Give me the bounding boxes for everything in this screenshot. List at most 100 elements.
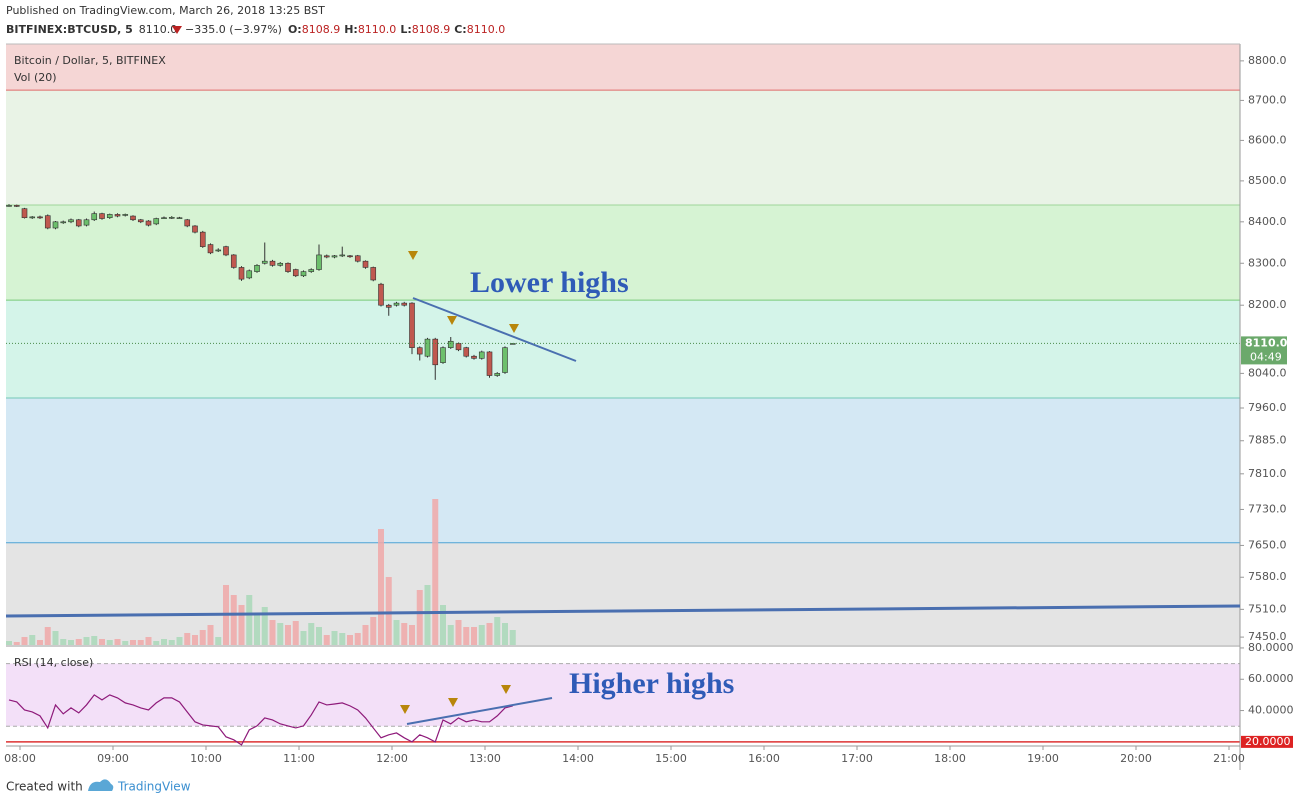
volume-bar (269, 620, 276, 645)
volume-bar (145, 637, 152, 645)
volume-bar (509, 630, 516, 645)
candle-body (409, 302, 415, 348)
volume-bar (122, 641, 129, 645)
candle-body (37, 216, 43, 219)
candle-body (161, 217, 167, 220)
volume-bar (277, 623, 284, 645)
volume-bar (13, 642, 20, 645)
quote-rest: −335.0 (−3.97%) O:8108.9 H:8110.0 L:8108.9 C… (185, 23, 505, 36)
y-tick-label: 7580.0 (1248, 570, 1287, 583)
annotation: Higher highs (569, 667, 734, 700)
volume-bar (378, 529, 384, 645)
volume-bar (254, 615, 260, 645)
trendline (406, 697, 553, 725)
volume-bar (261, 607, 268, 645)
quote-line: BITFINEX:BTCUSD, 5 8110.0 (6, 23, 177, 36)
rsi-label: RSI (14, close) (14, 656, 93, 669)
x-tick-label: 08:00 (4, 752, 36, 765)
volume-bar (60, 639, 67, 645)
y-tick-label: 8700.0 (1248, 93, 1287, 106)
rsi-tick-label: 40.0000 (1248, 704, 1294, 717)
y-tick-label: 7960.0 (1248, 401, 1287, 414)
x-tick-label: 11:00 (283, 752, 315, 765)
marker (501, 685, 511, 694)
volume-bar (440, 605, 446, 645)
candle-body (261, 260, 268, 264)
volume-bar (347, 635, 353, 645)
zone (6, 398, 1240, 543)
created-with: Created with (6, 780, 83, 794)
c-label: C: (454, 23, 466, 36)
price-tag-label: 8110.0 (1245, 336, 1288, 349)
candle-body (432, 338, 439, 366)
marker (448, 698, 458, 707)
marker (400, 705, 410, 714)
brand[interactable]: TradingView (117, 780, 191, 794)
volume-bar (192, 635, 198, 645)
x-tick-label: 15:00 (655, 752, 687, 765)
zone (6, 300, 1240, 399)
candle-body (168, 216, 175, 219)
y-tick-label: 7810.0 (1248, 467, 1287, 480)
volume-bar (230, 595, 237, 645)
volume-bar (91, 636, 98, 645)
candle-body (502, 347, 508, 373)
volume-bar (176, 637, 183, 645)
volume-bar (323, 635, 330, 645)
volume-bar (29, 635, 36, 645)
volume-bar (331, 631, 338, 645)
x-tick-label: 13:00 (469, 752, 501, 765)
volume-bar (137, 640, 144, 645)
candle-body (13, 205, 20, 207)
down-arrow (172, 26, 182, 34)
marker (509, 324, 519, 333)
candle-body (99, 213, 105, 219)
y-tick-label: 8040.0 (1248, 366, 1287, 379)
candle-body (130, 215, 136, 221)
candle-body (106, 214, 113, 219)
candle-body (478, 351, 485, 359)
rsi-pane (6, 663, 1240, 746)
rsi-tick-label: 60.0000 (1248, 672, 1294, 685)
volume-bar (339, 633, 346, 645)
volume-bar (114, 639, 121, 645)
candle-body (199, 231, 206, 247)
c-value: 8110.0 (467, 23, 506, 36)
volume-bar (409, 625, 415, 645)
axes: 8800.0 8700.0 8600.0 8500.0 8400.0 8300.0 8200… (4, 43, 1294, 770)
candle-body (354, 255, 361, 262)
candle-body (145, 220, 152, 226)
marker (447, 316, 457, 325)
volume-bar (130, 640, 136, 645)
volume-bar (416, 590, 423, 645)
candle-body (285, 262, 291, 272)
volume-bar (184, 633, 191, 645)
volume-bar (68, 640, 74, 645)
volume-bar (75, 639, 82, 645)
candle-body (292, 269, 299, 277)
volume-bar (161, 639, 167, 645)
y-tick-label: 8600.0 (1248, 133, 1287, 146)
candles (6, 204, 1240, 380)
x-tick-label: 20:00 (1120, 752, 1152, 765)
x-tick-label: 19:00 (1027, 752, 1059, 765)
volume-bar (370, 617, 377, 645)
candle-body (385, 304, 392, 308)
x-tick-label: 17:00 (841, 752, 873, 765)
trendline (5, 604, 1241, 618)
zone (6, 44, 1240, 91)
volume-bar (463, 627, 470, 645)
candle-body (29, 216, 36, 219)
y-tick-label: 7450.0 (1248, 630, 1287, 643)
candle-body (68, 219, 74, 223)
marker (408, 251, 418, 260)
x-tick-label: 16:00 (748, 752, 780, 765)
volume-bar (285, 625, 291, 645)
logo (88, 779, 114, 791)
volume-bar (393, 620, 400, 645)
volume-bar (21, 637, 28, 645)
y-tick-label: 8400.0 (1248, 215, 1287, 228)
candle-body (447, 340, 454, 348)
published: Published on TradingView.com, March 26, … (6, 4, 325, 17)
